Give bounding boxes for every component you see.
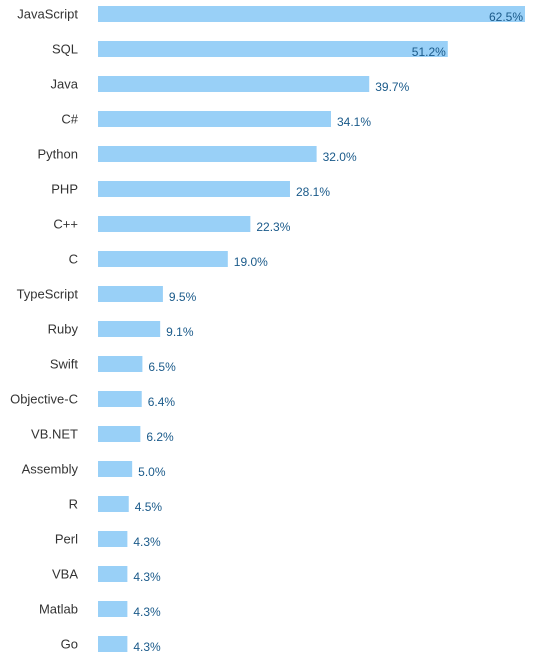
bar <box>98 321 161 337</box>
category-label: Objective-C <box>10 392 78 407</box>
bar <box>98 6 525 22</box>
category-label: SQL <box>52 42 78 57</box>
category-label: Perl <box>55 532 78 547</box>
category-label: VB.NET <box>31 427 78 442</box>
value-label: 39.7% <box>375 80 409 94</box>
category-label: JavaScript <box>17 7 78 22</box>
bar <box>98 461 133 477</box>
value-label: 51.2% <box>412 45 446 59</box>
value-label: 9.1% <box>166 325 194 339</box>
category-label: Assembly <box>22 462 79 477</box>
bar <box>98 391 142 407</box>
value-label: 22.3% <box>256 220 290 234</box>
value-label: 28.1% <box>296 185 330 199</box>
value-label: 4.3% <box>133 535 161 549</box>
value-label: 34.1% <box>337 115 371 129</box>
bar <box>98 426 141 442</box>
bar <box>98 111 331 127</box>
bar <box>98 286 163 302</box>
value-label: 6.2% <box>146 430 174 444</box>
bar <box>98 181 290 197</box>
bar <box>98 41 448 57</box>
value-label: 4.3% <box>133 570 161 584</box>
bar <box>98 216 251 232</box>
category-label: PHP <box>51 182 78 197</box>
category-label: Go <box>61 637 78 652</box>
bar <box>98 146 317 162</box>
category-label: Matlab <box>39 602 78 617</box>
bar <box>98 76 370 92</box>
value-label: 5.0% <box>138 465 166 479</box>
bar <box>98 356 143 372</box>
bar <box>98 601 128 617</box>
category-label: Ruby <box>48 322 79 337</box>
bar <box>98 496 129 512</box>
category-label: C <box>69 252 78 267</box>
value-label: 4.3% <box>133 640 161 654</box>
value-label: 9.5% <box>169 290 197 304</box>
category-label: C++ <box>53 217 78 232</box>
value-label: 6.4% <box>148 395 176 409</box>
value-label: 19.0% <box>234 255 268 269</box>
category-label: R <box>69 497 78 512</box>
category-label: C# <box>61 112 78 127</box>
bar <box>98 531 128 547</box>
category-label: Python <box>38 147 78 162</box>
value-label: 6.5% <box>148 360 176 374</box>
value-label: 62.5% <box>489 10 523 24</box>
bar <box>98 566 128 582</box>
value-label: 32.0% <box>323 150 357 164</box>
category-label: VBA <box>52 567 78 582</box>
bar <box>98 251 228 267</box>
category-label: Swift <box>50 357 79 372</box>
bar <box>98 636 128 652</box>
category-label: Java <box>51 77 79 92</box>
value-label: 4.3% <box>133 605 161 619</box>
value-label: 4.5% <box>135 500 163 514</box>
category-label: TypeScript <box>17 287 79 302</box>
